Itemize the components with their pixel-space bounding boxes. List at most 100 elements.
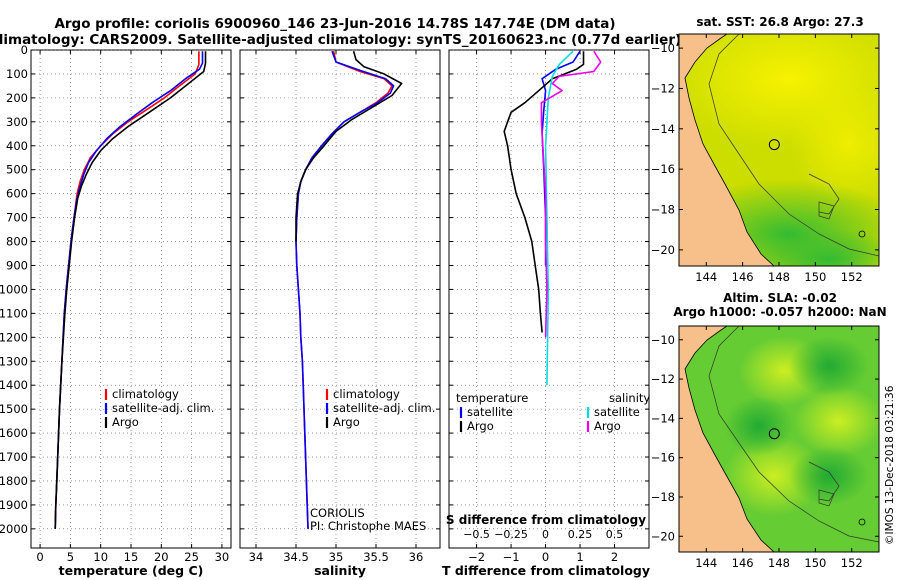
series-line-t-argo bbox=[503, 51, 585, 333]
sst-map-title: sat. SST: 26.8 Argo: 27.3 bbox=[696, 15, 863, 29]
depth-tick-label: 200 bbox=[6, 91, 28, 105]
sla-high-region-3 bbox=[724, 436, 824, 516]
depth-tick-label: 900 bbox=[6, 258, 28, 272]
x-tick-label: 25 bbox=[184, 550, 199, 564]
x-tick-label: 2 bbox=[611, 550, 618, 564]
difference-legend: temperature salinitysatelliteArgosatellit… bbox=[456, 391, 650, 433]
series-line-s-argo bbox=[540, 50, 602, 338]
x-tick-label: 0 bbox=[36, 550, 43, 564]
salinity-tick-labels: 34 34.5 35 35.5 36 bbox=[249, 550, 424, 564]
depth-tick-label: 1800 bbox=[0, 474, 28, 488]
x-tick-label: 0 bbox=[542, 550, 549, 564]
salinity-panel: 34 34.5 35 35.5 36 salinity climatologysatel… bbox=[239, 49, 441, 578]
s-diff-tick-label: 0 bbox=[542, 528, 549, 541]
sst-warm-region-east bbox=[789, 84, 879, 204]
legend-title-salinity: salinity bbox=[609, 391, 650, 405]
depth-tick-label: 1000 bbox=[0, 282, 28, 296]
sla-low-region-3 bbox=[789, 446, 869, 506]
legend-label: satellite bbox=[594, 405, 640, 419]
difference-series bbox=[503, 50, 602, 386]
depth-tick-label: 1700 bbox=[0, 450, 28, 464]
s-diff-tick-label: 0.25 bbox=[568, 528, 593, 541]
temperature-grid bbox=[31, 49, 231, 548]
x-tick-label: 34 bbox=[249, 550, 264, 564]
series-line-argo bbox=[295, 50, 403, 242]
x-tick-label: −1 bbox=[503, 550, 520, 564]
temperature-series bbox=[54, 51, 207, 529]
map-lat-label: −12 bbox=[651, 81, 675, 95]
map-lon-label: 146 bbox=[732, 270, 754, 284]
sla-shelf-contour bbox=[708, 326, 879, 543]
temperature-axis-label: temperature (deg C) bbox=[59, 563, 204, 578]
sst-map-canvas bbox=[679, 34, 879, 266]
x-tick-label: 35 bbox=[329, 550, 344, 564]
t-difference-axis-label: T difference from climatology bbox=[442, 563, 650, 578]
sla-map-title-line-2: Argo h1000: -0.057 h2000: NaN bbox=[673, 305, 886, 319]
salinity-grid bbox=[240, 49, 440, 548]
x-tick-label: 34.5 bbox=[283, 550, 309, 564]
map-lon-label: 148 bbox=[768, 556, 790, 570]
legend-label: climatology bbox=[333, 387, 400, 401]
legend-label: satellite bbox=[467, 405, 513, 419]
s-diff-tick-label: 0.5 bbox=[606, 528, 624, 541]
depth-tick-label: 1900 bbox=[0, 498, 28, 512]
map-lon-label: 144 bbox=[695, 556, 717, 570]
map-lat-label: −18 bbox=[651, 203, 675, 217]
x-tick-label: 36 bbox=[409, 550, 424, 564]
salinity-axis-label: salinity bbox=[314, 563, 366, 578]
sst-reef-contour bbox=[808, 173, 840, 215]
map-lat-label: −10 bbox=[651, 333, 675, 347]
sst-reef-contour-2 bbox=[818, 201, 835, 220]
depth-tick-label: 2000 bbox=[0, 522, 28, 536]
map-lat-label: −14 bbox=[651, 122, 675, 136]
depth-tick-label: 1300 bbox=[0, 354, 28, 368]
sst-land bbox=[679, 34, 775, 266]
depth-tick-label: 400 bbox=[6, 139, 28, 153]
map-lon-label: 144 bbox=[695, 270, 717, 284]
depth-tick-label: 1200 bbox=[0, 330, 28, 344]
difference-panel: −2 −1 0 1 2 −0.5 −0.25 0 0.25 0.5 S difference f… bbox=[442, 49, 650, 578]
depth-tick-label: 800 bbox=[6, 235, 28, 249]
map-lat-label: −12 bbox=[651, 372, 675, 386]
sst-shelf-contour bbox=[708, 34, 879, 257]
legend-label: Argo bbox=[112, 415, 139, 429]
legend-title-temperature: temperature bbox=[456, 391, 528, 405]
legend-label: Argo bbox=[467, 419, 494, 433]
sla-low-region bbox=[789, 336, 869, 396]
title-line-1: Argo profile: coriolis 6900960_146 23-Ju… bbox=[54, 16, 615, 32]
sst-map-panel: sat. SST: 26.8 Argo: 27.3 144 146 148 150 15… bbox=[651, 15, 880, 284]
temperature-tick-labels: 0 5 10 15 20 25 30 bbox=[36, 550, 229, 564]
sst-argo-marker bbox=[768, 139, 780, 151]
legend-label: satellite-adj. clim. bbox=[112, 401, 214, 415]
x-tick-label: 20 bbox=[154, 550, 169, 564]
sla-reef-contour-2 bbox=[818, 489, 835, 507]
institution-credit: CORIOLIS bbox=[310, 506, 365, 520]
sst-cool-region-2 bbox=[759, 229, 879, 266]
temperature-panel: 0100200300400500600700800900100011001200… bbox=[0, 43, 232, 578]
map-lon-label: 150 bbox=[804, 270, 826, 284]
s-difference-tick-labels: −0.5 −0.25 0 0.25 0.5 bbox=[463, 528, 623, 541]
map-lat-label: −20 bbox=[651, 243, 675, 257]
salinity-series bbox=[295, 50, 403, 529]
depth-tick-label: 1600 bbox=[0, 426, 28, 440]
t-difference-tick-labels: −2 −1 0 1 2 bbox=[468, 550, 618, 564]
series-line-s-satellite bbox=[544, 50, 574, 386]
map-lat-label: −16 bbox=[651, 162, 675, 176]
legend-label: satellite-adj. clim. bbox=[333, 401, 435, 415]
sla-map-ticks: 144 146 148 150 152 −10 −12 −14 −16 −18 −20 bbox=[651, 326, 879, 570]
x-tick-label: 35.5 bbox=[363, 550, 389, 564]
sla-map-title-line-1: Altim. SLA: -0.02 bbox=[723, 291, 837, 305]
salinity-panel-frame bbox=[239, 49, 441, 549]
depth-tick-label: 1400 bbox=[0, 378, 28, 392]
depth-tick-label: 600 bbox=[6, 187, 28, 201]
series-line-argo bbox=[54, 51, 207, 529]
sla-land bbox=[679, 326, 775, 552]
sst-map-ticks: 144 146 148 150 152 −10 −12 −14 −16 −18 −20 bbox=[651, 34, 879, 284]
legend-label: Argo bbox=[594, 419, 621, 433]
depth-tick-label: 1500 bbox=[0, 402, 28, 416]
map-lat-label: −16 bbox=[651, 451, 675, 465]
x-tick-label: 5 bbox=[67, 550, 74, 564]
sla-small-marker bbox=[858, 518, 866, 526]
